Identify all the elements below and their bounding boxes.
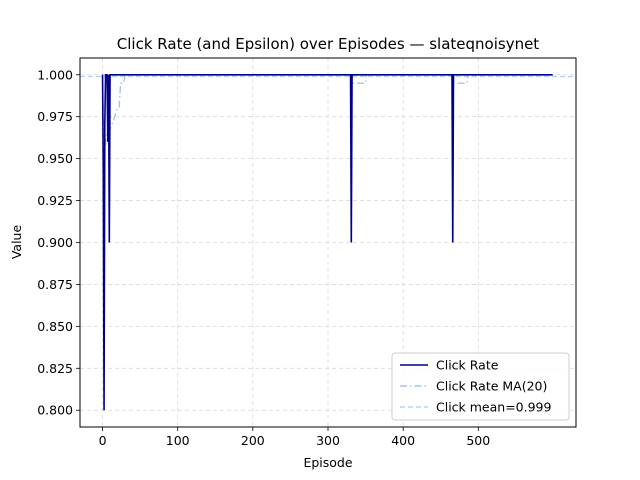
x-axis: 0 100 200 300 400 500 — [99, 427, 490, 448]
y-tick-label: 1.000 — [37, 67, 73, 82]
legend-label-0: Click Rate — [436, 358, 499, 373]
y-tick-label: 0.800 — [37, 403, 73, 418]
x-tick-label: 500 — [466, 433, 490, 448]
x-tick-label: 200 — [241, 433, 265, 448]
y-tick-label: 0.875 — [37, 277, 73, 292]
y-axis-label: Value — [9, 225, 24, 260]
legend: Click Rate Click Rate MA(20) Click mean=0.… — [391, 352, 570, 421]
legend-box — [391, 352, 570, 421]
legend-label-2: Click mean=0.999 — [436, 400, 552, 415]
y-tick-label: 0.950 — [37, 151, 73, 166]
y-tick-label: 0.825 — [37, 361, 73, 376]
x-tick-label: 0 — [99, 433, 107, 448]
y-tick-label: 0.850 — [37, 319, 73, 334]
x-tick-label: 300 — [316, 433, 340, 448]
y-axis: 0.800 0.825 0.850 0.875 0.900 0.925 0.950 0.975… — [37, 67, 80, 418]
y-tick-label: 0.925 — [37, 193, 73, 208]
x-tick-label: 100 — [166, 433, 190, 448]
series-layer — [80, 73, 576, 411]
series-line-0 — [101, 73, 553, 411]
chart-title: Click Rate (and Epsilon) over Episodes —… — [117, 35, 540, 53]
y-tick-label: 0.975 — [37, 109, 73, 124]
x-tick-label: 400 — [391, 433, 415, 448]
y-tick-label: 0.900 — [37, 235, 73, 250]
legend-label-1: Click Rate MA(20) — [436, 379, 547, 394]
x-axis-label: Episode — [303, 455, 352, 470]
